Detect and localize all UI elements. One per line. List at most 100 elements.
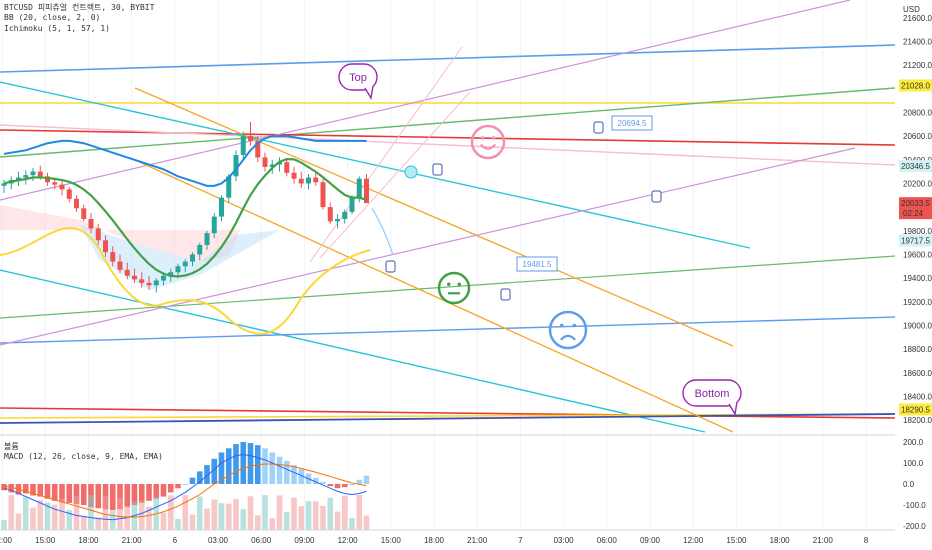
price-tick: 20800.0 [903,108,932,117]
time-tick: 18:00 [770,536,791,545]
pointer-hand-icon [385,260,396,273]
candle-body [146,282,152,286]
macd-tick: 100.0 [903,459,924,468]
candle-body [139,279,145,283]
macd-hist-bar [44,484,51,499]
price-tick: 21600.0 [903,14,932,23]
volume-bar [305,501,312,530]
volume-bar [254,515,261,530]
ichimoku-lagging-line [0,227,371,335]
volume-bar [160,512,167,530]
macd-hist-bar [117,484,123,510]
candle-body [298,178,304,184]
candle-body [349,197,355,212]
legend-macd[interactable]: MACD (12, 26, close, 9, EMA, EMA) [4,452,163,461]
currency-label: USD [903,5,920,14]
candle-body [204,233,210,245]
sad-face-icon [548,310,588,350]
trend-line [0,44,896,73]
macd-hist-bar [356,479,363,484]
volume-bar [175,518,181,530]
volume-bar [15,513,22,530]
volume-bar [276,495,283,530]
macd-hist-bar [189,477,196,484]
volume-bar [88,495,94,530]
volume-bar [80,516,87,530]
volume-bar [240,509,247,530]
candle-body [190,254,195,262]
volume-bar [356,495,363,530]
candle-body [103,240,108,253]
macd-hist-bar [349,484,355,485]
macd-hist-bar [30,484,36,496]
macd-hist-bar [363,475,370,484]
trend-line [0,129,896,146]
trend-line [0,269,706,433]
volume-bar [109,511,116,530]
volume-bar [146,506,152,530]
macd-tick: -100.0 [903,501,926,510]
candle-body [23,175,29,178]
time-tick: 09:00 [640,536,661,545]
volume-bar [22,496,29,530]
pointer-hand-icon [651,190,662,203]
macd-hist-bar [124,484,131,508]
macd-hist-bar [175,484,181,489]
time-tick: 06:00 [597,536,618,545]
candle-body [269,164,275,167]
candle-body [284,162,290,173]
volume-bar [327,497,334,530]
candle-body [240,136,246,156]
happy-face-icon [470,124,506,160]
volume-bar [66,510,73,530]
legend-symbol[interactable]: BTCUSD 피피츄얼 컨트랙트, 30, BYBIT [4,3,155,12]
trend-line [134,159,734,433]
volume-bar [211,499,218,530]
candle-body [124,269,130,276]
volume-bar [44,502,51,530]
macd-hist-bar [341,484,348,488]
candle-body [110,252,116,262]
time-tick: 03:00 [554,536,575,545]
macd-hist-bar [218,452,225,484]
volume-bar [196,496,203,530]
pointer-hand-icon [432,163,443,176]
volume-bar [233,499,239,530]
volume-bar [30,507,36,530]
time-axis[interactable]: 12:00 15:00 18:00 21:00 6 03:00 06:00 09:00 12:0… [0,529,932,550]
candle-body [161,275,166,281]
happy-face-icon-mouth [479,143,497,150]
signal-line [3,463,367,518]
macd-hist-bar [283,460,290,484]
macd-line [3,454,367,521]
time-tick: 15:00 [381,536,402,545]
legend-bb[interactable]: BB (20, close, 2, 0) [4,13,101,22]
legend-ichimoku[interactable]: Ichimoku (5, 1, 57, 1) [4,24,110,33]
volume-bar [167,495,174,530]
macd-hist-bar [196,471,203,484]
price-tick: 20200.0 [903,179,932,188]
macd-hist-bar [160,484,167,497]
volume-bar [37,500,44,530]
macd-hist-bar [22,484,29,494]
sad-face-icon-eye [572,323,577,328]
macd-hist-bar [73,484,80,504]
candle-body [59,184,65,190]
macd-hist-bar [8,484,15,493]
candle-body [364,178,369,204]
trend-line [0,87,896,158]
macd-hist-bar [240,442,247,484]
candle-body [52,182,58,185]
candle-body [66,189,72,199]
bottom-callout-text: Bottom [695,388,730,400]
price-axis-bg [895,0,932,550]
price-label-high-box [611,115,653,131]
candle-body [168,272,174,276]
bb-upper-line [3,135,367,187]
price-tick: 21200.0 [903,61,932,70]
legend-volume[interactable]: 볼륨 [4,442,19,451]
price-label-high-text: 20694.5 [618,119,647,128]
ichimoku-cloud-bull [80,225,280,290]
trend-line [0,413,896,424]
